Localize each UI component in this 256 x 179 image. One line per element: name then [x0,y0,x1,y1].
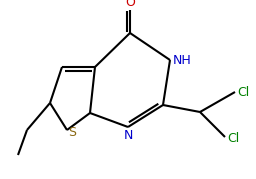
Text: S: S [68,125,76,139]
Text: Cl: Cl [237,86,249,98]
Text: N: N [123,129,133,142]
Text: NH: NH [173,54,192,67]
Text: O: O [125,0,135,9]
Text: Cl: Cl [227,132,239,146]
